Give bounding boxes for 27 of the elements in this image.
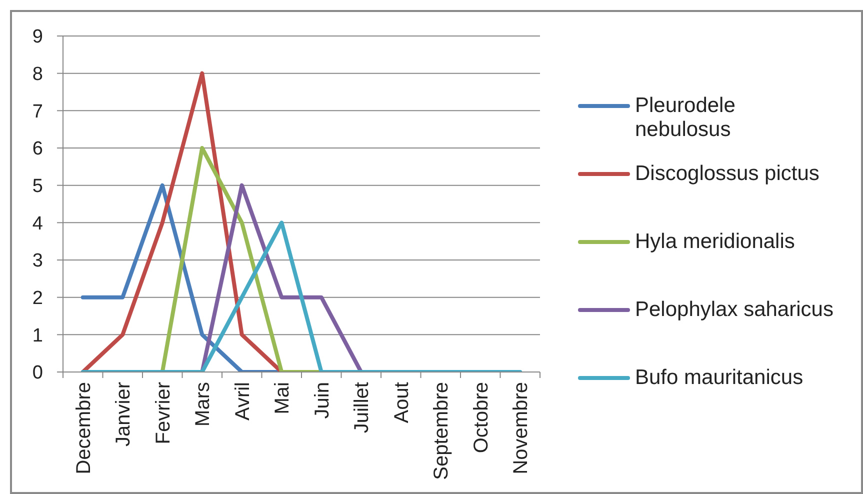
legend-label: Pelophylax saharicus xyxy=(635,298,834,322)
y-tick-label: 4 xyxy=(32,213,44,234)
y-tick-label: 7 xyxy=(32,101,43,122)
x-tick-label: Aout xyxy=(390,382,413,424)
x-tick-label: Fevrier xyxy=(152,382,174,444)
y-tick-label: 8 xyxy=(32,64,43,86)
y-tick-label: 6 xyxy=(32,138,43,160)
x-tick-label: Novembre xyxy=(510,382,532,474)
legend-label: Bufo mauritanicus xyxy=(635,366,804,390)
legend-label: Hyla meridionalis xyxy=(635,230,796,254)
y-tick-label: 5 xyxy=(32,176,43,198)
y-tick-label: 3 xyxy=(32,250,43,272)
x-tick-label: Juillet xyxy=(351,382,374,434)
x-tick-label: Mai xyxy=(272,382,294,414)
legend-label: Discoglossus pictus xyxy=(635,162,820,186)
y-tick-label: 2 xyxy=(32,288,43,310)
y-tick-label: 9 xyxy=(32,26,43,48)
x-tick-label: Avril xyxy=(232,382,254,421)
x-tick-label: Septembre xyxy=(430,382,453,480)
x-tick-label: Juin xyxy=(311,382,334,419)
legend-label: Pleurodele nebulosus xyxy=(635,94,736,142)
x-tick-label: Mars xyxy=(192,382,214,426)
x-tick-label: Decembre xyxy=(72,382,95,474)
x-tick-label: Octobre xyxy=(470,382,492,454)
x-tick-label: Janvier xyxy=(112,382,135,446)
y-tick-label: 0 xyxy=(32,362,43,384)
y-tick-label: 1 xyxy=(32,325,43,346)
